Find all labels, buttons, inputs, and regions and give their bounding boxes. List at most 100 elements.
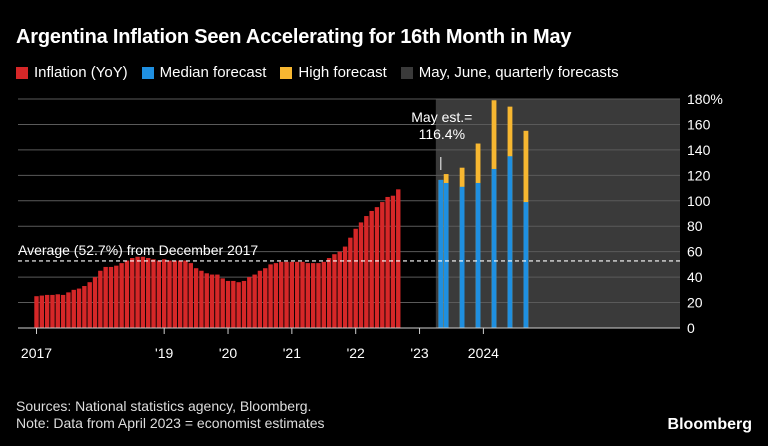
legend-label-high: High forecast — [298, 64, 387, 81]
bloomberg-logo: Bloomberg — [667, 416, 752, 433]
legend: Inflation (YoY) Median forecast High for… — [16, 64, 619, 81]
y-tick-label: 0 — [687, 320, 695, 336]
legend-swatch-median — [141, 66, 154, 79]
legend-swatch-forecast-period — [400, 66, 413, 79]
bar-inflation — [204, 273, 209, 328]
bar-inflation — [124, 260, 130, 328]
bar-inflation — [199, 270, 204, 328]
y-tick-label: 40 — [687, 269, 703, 285]
bar-inflation — [241, 280, 247, 328]
y-tick-label: 160 — [687, 116, 711, 132]
source-note: Sources: National statistics agency, Blo… — [16, 398, 312, 414]
bar-inflation — [236, 282, 241, 328]
bar-inflation — [332, 254, 337, 328]
bar-median-forecast — [443, 182, 449, 328]
legend-label-inflation: Inflation (YoY) — [34, 64, 128, 81]
bar-inflation — [374, 207, 380, 328]
bar-inflation — [167, 260, 172, 328]
y-tick-label: 20 — [687, 295, 703, 311]
bar-inflation — [257, 270, 263, 328]
bar-inflation — [44, 294, 50, 328]
bar-inflation — [268, 264, 273, 328]
chart-title: Argentina Inflation Seen Accelerating fo… — [16, 26, 572, 48]
x-tick-label: '19 — [155, 345, 173, 361]
bar-inflation — [60, 294, 66, 328]
bar-median-forecast — [438, 179, 444, 328]
annotation-may-estimate: May est.= 116.4% — [411, 109, 472, 142]
bar-inflation — [188, 263, 193, 328]
bar-inflation — [231, 280, 236, 328]
average-label: Average (52.7%) from December 2017 — [18, 242, 258, 258]
bar-inflation — [369, 210, 374, 328]
y-tick-label: 140 — [687, 142, 711, 158]
bar-inflation — [310, 263, 316, 328]
bar-inflation — [39, 295, 45, 328]
bar-inflation — [396, 189, 401, 328]
legend-label-forecast-period: May, June, quarterly forecasts — [418, 64, 619, 81]
bar-inflation — [321, 261, 326, 328]
bar-median-forecast — [459, 186, 465, 328]
bar-inflation — [76, 288, 82, 328]
footer-notes: Sources: National statistics agency, Blo… — [16, 398, 325, 432]
bar-inflation — [220, 278, 225, 328]
bar-inflation — [353, 228, 358, 328]
y-tick-label: 80 — [687, 218, 703, 234]
bar-inflation — [135, 256, 140, 328]
bar-inflation — [252, 274, 257, 328]
y-tick-label: 60 — [687, 244, 703, 260]
legend-item-high: High forecast — [280, 64, 387, 81]
legend-swatch-inflation — [16, 66, 28, 79]
bar-median-forecast — [475, 182, 481, 328]
bar-inflation — [247, 277, 252, 328]
bar-inflation — [92, 277, 98, 328]
bar-inflation — [66, 292, 71, 328]
bar-inflation — [273, 263, 279, 328]
bar-inflation — [82, 286, 87, 328]
bar-median-forecast — [491, 168, 497, 328]
y-tick-label: 120 — [687, 167, 711, 183]
bar-inflation — [151, 259, 156, 328]
bar-inflation — [300, 261, 305, 328]
bar-inflation — [108, 266, 114, 328]
bar-inflation — [289, 261, 295, 328]
bar-inflation — [385, 196, 390, 328]
bar-inflation — [305, 263, 311, 328]
bar-inflation — [215, 274, 220, 328]
x-tick-label: '22 — [347, 345, 365, 361]
bar-inflation — [294, 261, 300, 328]
x-tick-label: 2017 — [21, 345, 52, 361]
bar-inflation — [146, 258, 151, 328]
bar-inflation — [342, 246, 348, 328]
bar-inflation — [337, 251, 342, 328]
forecast-shade — [435, 99, 680, 328]
x-tick-label: '21 — [283, 345, 301, 361]
bar-inflation — [55, 294, 60, 328]
bar-median-forecast — [523, 202, 529, 328]
x-tick-label: '23 — [410, 345, 428, 361]
bar-inflation — [348, 237, 353, 328]
bar-inflation — [130, 258, 135, 328]
bar-median-forecast — [507, 156, 513, 328]
bar-inflation — [140, 256, 146, 328]
bar-inflation — [50, 294, 55, 328]
x-tick-label: '20 — [219, 345, 237, 361]
bar-inflation — [326, 258, 332, 328]
legend-swatch-high — [280, 66, 293, 79]
bar-inflation — [177, 260, 183, 328]
bar-inflation — [161, 259, 167, 328]
legend-label-median: Median forecast — [159, 64, 267, 81]
bar-inflation — [119, 263, 124, 328]
data-note: Note: Data from April 2023 = economist e… — [16, 415, 325, 431]
bar-inflation — [172, 260, 178, 328]
bar-inflation — [209, 274, 215, 328]
bar-inflation — [390, 195, 396, 328]
bar-inflation — [380, 202, 385, 328]
bar-inflation — [263, 268, 268, 328]
bar-inflation — [316, 263, 321, 328]
bar-inflation — [364, 216, 369, 328]
bar-inflation — [103, 266, 108, 328]
bar-inflation — [279, 261, 284, 328]
bar-inflation — [34, 296, 39, 328]
bar-inflation — [225, 280, 231, 328]
y-tick-label: 100 — [687, 193, 711, 209]
